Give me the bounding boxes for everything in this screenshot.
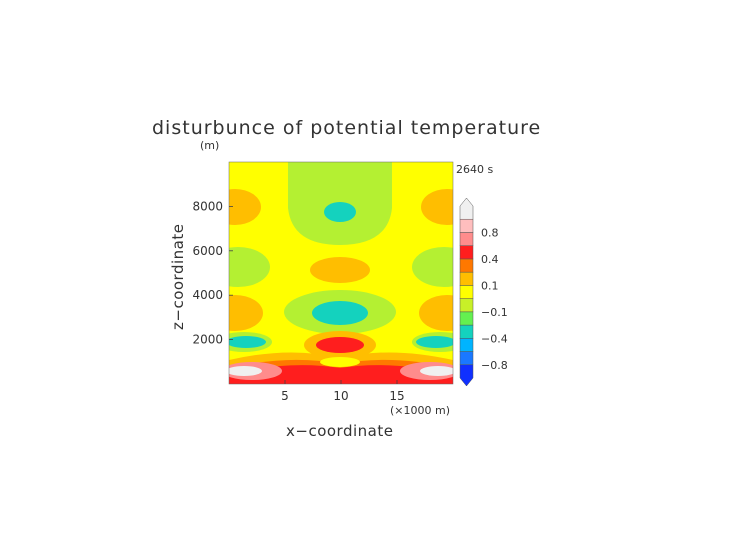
- y-tick-label: 8000: [192, 199, 223, 213]
- x-tick-label: 10: [333, 389, 348, 403]
- y-tick-label: 4000: [192, 288, 223, 302]
- contour-region: [412, 247, 453, 287]
- contour-region: [416, 336, 453, 348]
- contour-region: [229, 247, 270, 287]
- contour-region: [324, 202, 356, 222]
- colorbar-segment: [459, 285, 474, 299]
- colorbar-tick-label: −0.4: [481, 332, 508, 345]
- colorbar-segment: [459, 258, 474, 273]
- colorbar-segment: [459, 197, 474, 220]
- colorbar-segment: [459, 324, 474, 339]
- contour-region: [420, 366, 453, 376]
- contour-region: [320, 357, 360, 367]
- contour-region: [419, 295, 453, 331]
- colorbar-tick-label: 0.8: [481, 226, 499, 239]
- colorbar-tick-label: −0.8: [481, 359, 508, 372]
- contour-region: [312, 301, 368, 325]
- colorbar-segment: [459, 298, 474, 313]
- colorbar-segment: [459, 338, 474, 352]
- x-axis-label: x−coordinate: [286, 422, 393, 440]
- colorbar-segment: [459, 311, 474, 326]
- contour-region: [229, 366, 262, 376]
- colorbar-tick-label: −0.1: [481, 306, 508, 319]
- x-tick-label: 5: [281, 389, 289, 403]
- contour-region: [229, 365, 453, 384]
- y-tick-label: 2000: [192, 333, 223, 347]
- colorbar-tick-label: 0.1: [481, 279, 499, 292]
- y-axis: 2000 4000 6000 8000: [192, 199, 233, 347]
- contour-region: [229, 336, 266, 348]
- colorbar-segment: [459, 218, 474, 233]
- colorbar: −0.8 −0.4 −0.1 0.1 0.4 0.8: [459, 197, 508, 387]
- y-axis-label: z−coordinate: [169, 224, 187, 330]
- colorbar-segment: [459, 351, 474, 366]
- time-label: 2640 s: [456, 163, 493, 176]
- plot-area: [229, 162, 453, 384]
- contour-region: [310, 257, 370, 283]
- contour-region: [229, 189, 261, 225]
- contour-region: [229, 295, 263, 331]
- contour-region: [421, 189, 453, 225]
- contour-region: [316, 337, 364, 353]
- colorbar-segment: [459, 232, 474, 246]
- x-axis: 5 10 15: [281, 380, 405, 403]
- x-unit-label: (×1000 m): [390, 404, 450, 417]
- colorbar-segment: [459, 245, 474, 260]
- colorbar-segment: [459, 364, 474, 387]
- chart-title: disturbunce of potential temperature: [152, 117, 541, 139]
- x-tick-label: 15: [389, 389, 404, 403]
- y-unit-label: (m): [200, 139, 219, 152]
- colorbar-tick-label: 0.4: [481, 253, 499, 266]
- y-tick-label: 6000: [192, 244, 223, 258]
- colorbar-segment: [459, 271, 474, 286]
